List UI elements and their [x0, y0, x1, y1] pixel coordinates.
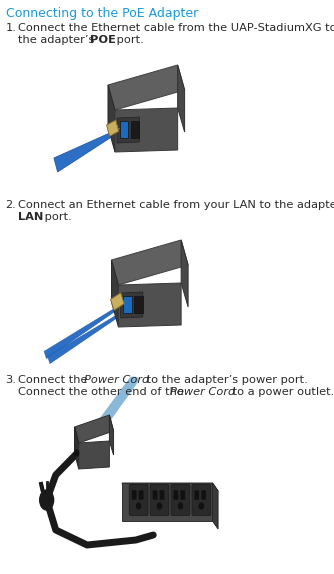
Polygon shape: [44, 302, 126, 359]
Polygon shape: [74, 415, 114, 443]
FancyBboxPatch shape: [160, 491, 164, 499]
Polygon shape: [108, 65, 185, 110]
Circle shape: [40, 490, 54, 510]
Polygon shape: [181, 240, 188, 307]
FancyBboxPatch shape: [153, 491, 157, 499]
FancyBboxPatch shape: [129, 484, 148, 515]
Polygon shape: [74, 427, 79, 469]
FancyBboxPatch shape: [171, 484, 190, 515]
FancyBboxPatch shape: [132, 491, 136, 499]
Text: Connect the Ethernet cable from the UAP-StadiumXG to: Connect the Ethernet cable from the UAP-…: [18, 23, 334, 33]
Text: 2.: 2.: [6, 200, 16, 210]
Polygon shape: [115, 108, 178, 152]
Text: Connect an Ethernet cable from your LAN to the adapter’s: Connect an Ethernet cable from your LAN …: [18, 200, 334, 210]
Polygon shape: [112, 260, 119, 327]
Polygon shape: [112, 240, 188, 285]
FancyBboxPatch shape: [195, 491, 199, 499]
Polygon shape: [109, 415, 114, 455]
Polygon shape: [120, 121, 128, 138]
FancyBboxPatch shape: [192, 484, 211, 515]
Text: the adapter’s: the adapter’s: [18, 35, 98, 45]
Polygon shape: [122, 483, 212, 521]
Text: port.: port.: [41, 212, 72, 222]
Polygon shape: [54, 129, 120, 172]
Circle shape: [178, 503, 183, 509]
Polygon shape: [79, 441, 109, 469]
FancyBboxPatch shape: [174, 491, 178, 499]
Polygon shape: [123, 296, 132, 313]
Polygon shape: [178, 65, 185, 132]
Polygon shape: [108, 85, 115, 152]
FancyBboxPatch shape: [150, 484, 169, 515]
Circle shape: [157, 503, 162, 509]
Circle shape: [137, 503, 141, 509]
Text: Connect the other end of the: Connect the other end of the: [18, 387, 188, 397]
Polygon shape: [131, 121, 139, 138]
Polygon shape: [122, 483, 218, 491]
Text: Connect the: Connect the: [18, 375, 91, 385]
Text: to a power outlet.: to a power outlet.: [229, 387, 334, 397]
Text: Power Cord: Power Cord: [84, 375, 149, 385]
Text: Power Cord: Power Cord: [170, 387, 236, 397]
Text: POE: POE: [90, 35, 116, 45]
Polygon shape: [135, 296, 143, 313]
Polygon shape: [119, 283, 181, 327]
Circle shape: [74, 450, 79, 456]
Text: 3.: 3.: [6, 375, 16, 385]
Text: port.: port.: [113, 35, 144, 45]
Text: 1.: 1.: [6, 23, 16, 33]
Circle shape: [199, 503, 203, 509]
Polygon shape: [107, 120, 119, 136]
FancyBboxPatch shape: [181, 491, 185, 499]
Polygon shape: [212, 483, 218, 529]
Polygon shape: [48, 310, 126, 364]
Text: to the adapter’s power port.: to the adapter’s power port.: [143, 375, 307, 385]
FancyBboxPatch shape: [202, 491, 206, 499]
Text: Connecting to the PoE Adapter: Connecting to the PoE Adapter: [6, 7, 198, 20]
FancyBboxPatch shape: [139, 491, 143, 499]
Text: LAN: LAN: [18, 212, 43, 222]
Polygon shape: [117, 117, 139, 143]
Polygon shape: [121, 292, 143, 318]
Polygon shape: [111, 293, 124, 311]
